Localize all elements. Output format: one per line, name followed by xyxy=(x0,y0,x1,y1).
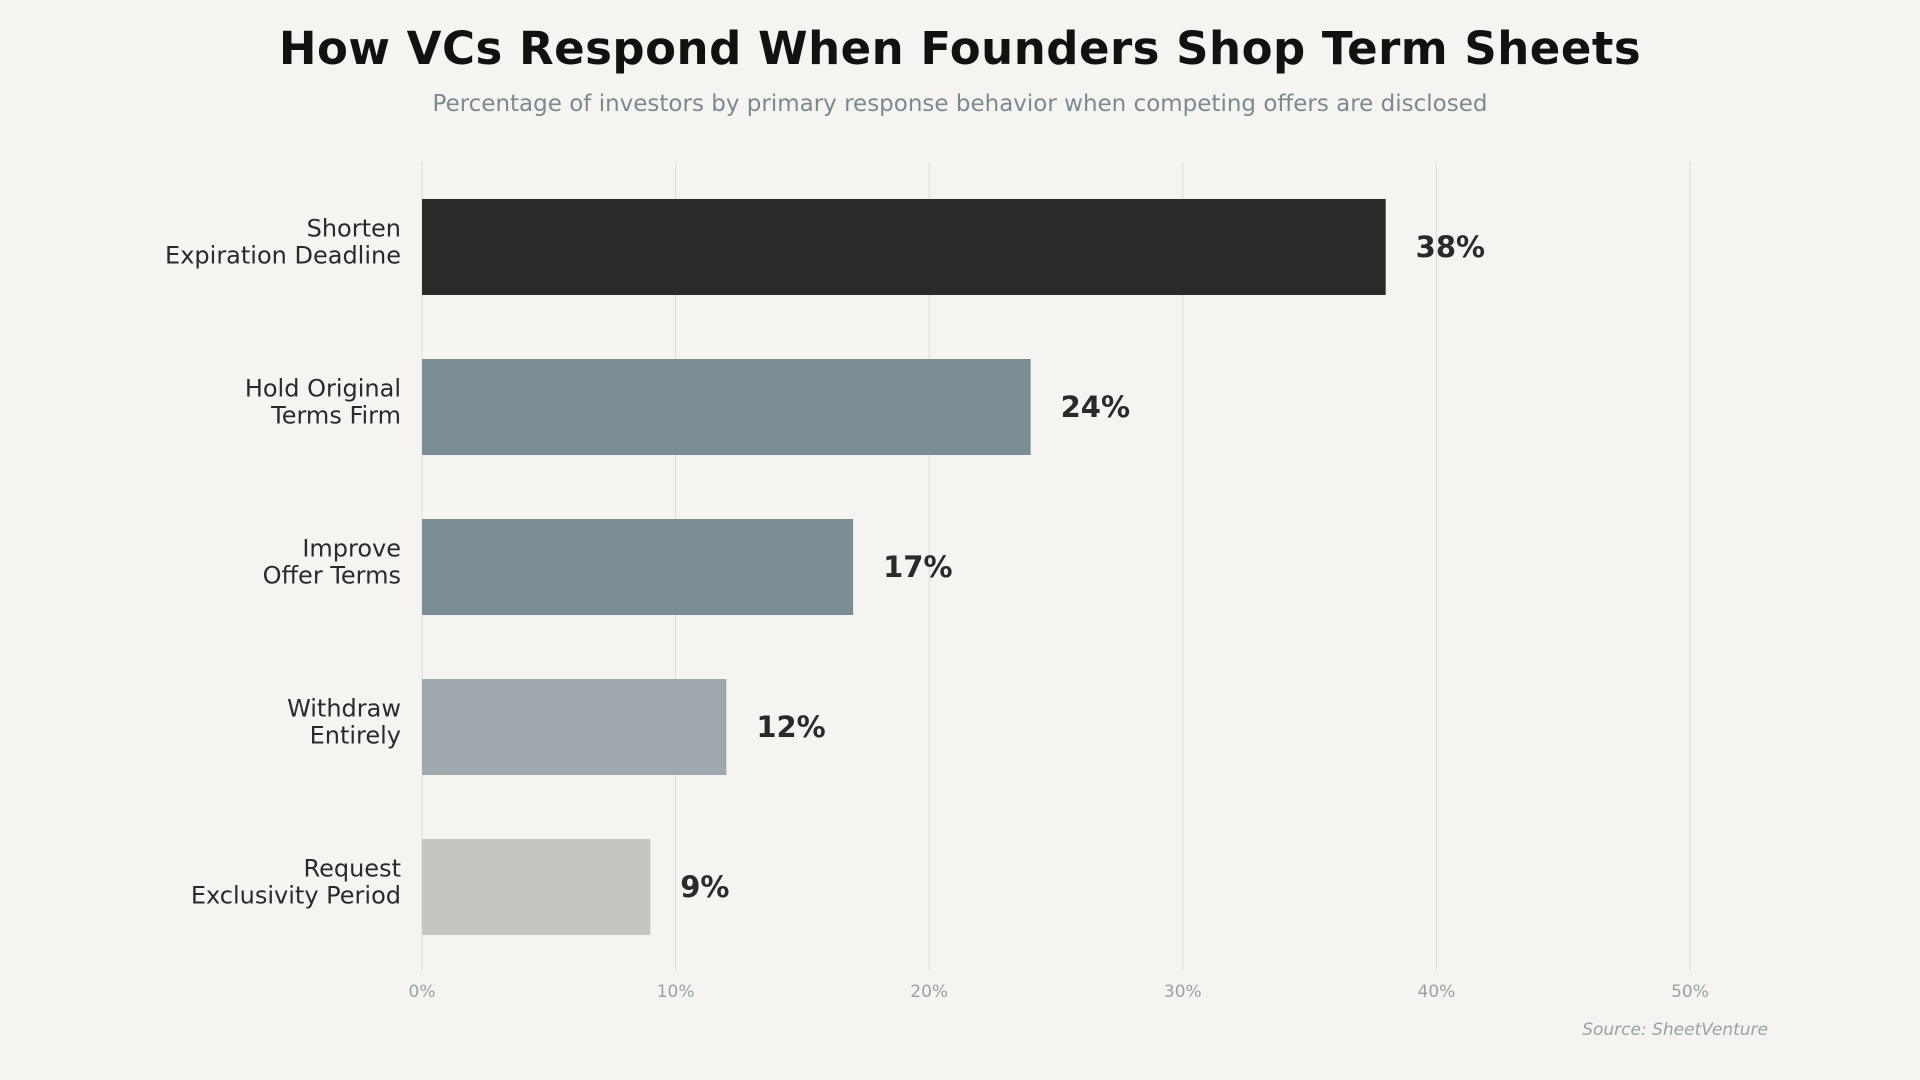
category-label-line: Entirely xyxy=(310,722,401,750)
category-label-line: Terms Firm xyxy=(270,402,401,430)
bar xyxy=(422,199,1386,295)
bar-value-label: 9% xyxy=(680,870,729,904)
x-tick-label: 50% xyxy=(1671,982,1709,1002)
category-label-line: Expiration Deadline xyxy=(165,242,401,270)
source-note: Source: SheetVenture xyxy=(1582,1020,1768,1040)
bar-value-label: 38% xyxy=(1416,230,1485,264)
category-label: Withdraw Entirely xyxy=(287,695,401,750)
category-label-line: Withdraw xyxy=(287,695,401,723)
x-tick-label: 20% xyxy=(910,982,948,1002)
bar-value-label: 17% xyxy=(883,550,952,584)
chart-title: How VCs Respond When Founders Shop Term … xyxy=(278,22,1642,75)
bar-value-label: 24% xyxy=(1061,390,1130,424)
category-label-line: Request xyxy=(304,855,402,883)
category-label: Hold Original Terms Firm xyxy=(245,375,401,430)
category-label-line: Shorten xyxy=(307,215,401,243)
x-tick-label: 40% xyxy=(1418,982,1456,1002)
category-label: Request Exclusivity Period xyxy=(191,855,401,910)
x-tick-label: 0% xyxy=(409,982,436,1002)
category-label-line: Exclusivity Period xyxy=(191,882,401,910)
x-tick-label: 30% xyxy=(1164,982,1202,1002)
category-label-line: Hold Original xyxy=(245,375,401,403)
bar xyxy=(422,679,727,775)
bar xyxy=(422,359,1031,455)
category-label-line: Improve xyxy=(302,535,401,563)
x-tick-label: 10% xyxy=(657,982,695,1002)
bar xyxy=(422,519,854,615)
bar-value-label: 12% xyxy=(756,710,825,744)
category-label: Improve Offer Terms xyxy=(263,535,401,590)
category-label-line: Offer Terms xyxy=(263,562,401,590)
bar xyxy=(422,839,651,935)
category-label: Shorten Expiration Deadline xyxy=(165,215,401,270)
chart-subtitle: Percentage of investors by primary respo… xyxy=(432,91,1488,117)
